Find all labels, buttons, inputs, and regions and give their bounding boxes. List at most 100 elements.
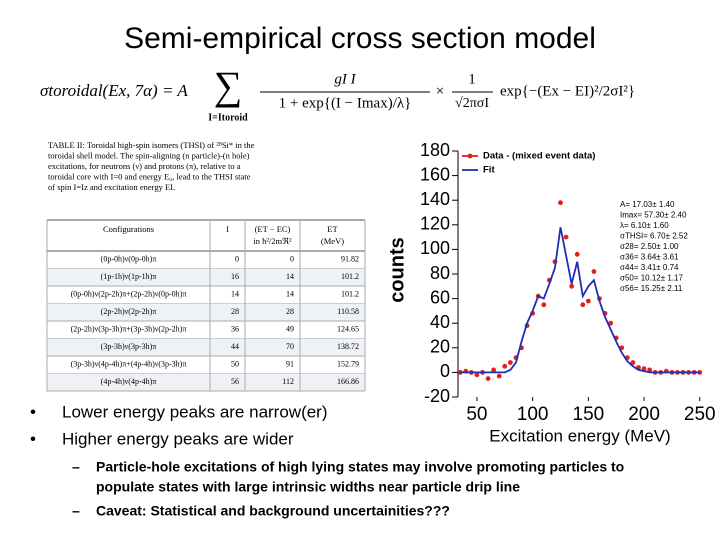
table-caption: TABLE II: Toroidal high-spin isomers (TH… (48, 140, 255, 150)
sub-bullet: Caveat: Statistical and background uncer… (96, 503, 450, 519)
formula-frac2-num: 1 (468, 71, 476, 87)
table-header: (MeV) (321, 236, 344, 246)
formula-sum: ∑ (214, 63, 243, 108)
y-tick-label: 160 (420, 164, 450, 184)
table-cell: 44 (231, 342, 239, 351)
data-point (485, 376, 491, 381)
table-cell: (3p-3h)ν(4p-4h)π+(4p-4h)ν(3p-3h)π (71, 360, 187, 369)
data-point (608, 320, 614, 326)
table-cell: 91 (286, 360, 294, 369)
y-tick-label: 120 (420, 214, 450, 234)
data-point (569, 283, 575, 289)
table-cell: 28 (231, 307, 239, 316)
table-cell: 101.2 (341, 290, 359, 299)
data-point (641, 366, 647, 372)
table-cell: (0p-0h)ν(2p-2h)π+(2p-2h)ν(0p-0h)π (71, 290, 187, 299)
table-header: ET (327, 224, 338, 234)
y-tick-label: 20 (430, 337, 450, 357)
table-row-shade (47, 268, 365, 286)
data-point (474, 372, 480, 378)
data-point (496, 373, 502, 379)
slide-title: Semi-empirical cross section model (124, 22, 596, 55)
legend-label: Fit (483, 165, 495, 176)
sub-bullet: populate states with large intrinsic wid… (96, 479, 520, 495)
table-cell: 110.58 (337, 307, 359, 316)
table-header: I (226, 224, 229, 234)
table-caption: toroidal shell model. The spin-aligning … (48, 150, 250, 160)
table-cell: 0 (290, 255, 294, 264)
data-point (502, 363, 508, 369)
data-point (580, 302, 586, 308)
y-tick-label: 40 (430, 312, 450, 332)
data-point (591, 269, 597, 274)
formula-frac1-num: gI I (334, 71, 356, 87)
table-cell: 70 (286, 342, 294, 351)
x-tick-label: 150 (573, 404, 605, 425)
y-axis-label: counts (386, 237, 408, 303)
sub-bullet: Particle-hole excitations of high lying … (96, 459, 624, 475)
table-cell: 101.2 (341, 272, 359, 281)
fit-parameter: A= 17.03± 1.40 (620, 200, 675, 209)
legend-label: Data - (mixed event data) (483, 151, 595, 162)
table-header: (ET − EC) (255, 224, 291, 234)
data-point (630, 360, 636, 365)
table-cell: 14 (286, 290, 294, 299)
table-cell: 49 (286, 325, 294, 334)
fit-parameter: σ50= 10.12± 1.17 (620, 274, 683, 283)
y-tick-label: 140 (420, 189, 450, 209)
legend-swatch (467, 153, 473, 159)
bullet-marker: – (72, 503, 80, 519)
table-row-shade (47, 338, 365, 356)
x-axis-label: Excitation energy (MeV) (489, 426, 670, 445)
bullet: Lower energy peaks are narrow(er) (62, 402, 328, 421)
bullet-marker: – (72, 459, 80, 475)
fit-parameter: σ44= 3.41± 0.74 (620, 263, 679, 272)
fit-parameter: σTHSI= 6.70± 2.52 (620, 232, 688, 241)
table-cell: 91.82 (341, 255, 359, 264)
table-header: Configurations (103, 224, 154, 234)
fit-parameter: Imax= 57.30± 2.40 (620, 211, 687, 220)
table-cell: (0p-0h)ν(0p-0h)π (101, 255, 157, 264)
table-cell: 0 (235, 255, 239, 264)
data-point (491, 367, 497, 373)
table-cell: 14 (286, 272, 294, 281)
bullet-marker: • (30, 402, 36, 421)
table-caption: excitations, for neutrons (ν) and proton… (48, 161, 241, 171)
data-point (574, 251, 580, 257)
table-cell: 138.72 (337, 342, 359, 351)
table-cell: (2p-2h)ν(2p-2h)π (101, 307, 157, 316)
table-cell: 28 (286, 307, 294, 316)
data-point (558, 200, 563, 206)
table-cell: 50 (231, 360, 239, 369)
table-cell: 112 (282, 377, 294, 386)
fit-line (460, 227, 700, 374)
table-cell: (3p-3h)ν(3p-3h)π (101, 342, 157, 351)
table-cell: 14 (231, 290, 239, 299)
table-row-shade (47, 373, 365, 391)
data-point (507, 360, 513, 365)
table-cell: 56 (231, 377, 239, 386)
table-cell: 124.65 (337, 325, 359, 334)
table-cell: (4p-4h)ν(4p-4h)π (101, 377, 157, 386)
formula-exp: exp{−(Ex − EI)²/2σI²} (500, 83, 635, 99)
data-point (647, 367, 653, 373)
table-caption: toroidal core with I=0 and energy E₀, le… (48, 171, 251, 181)
x-tick-label: 100 (517, 404, 549, 425)
fit-parameter: λ= 6.10± 1.60 (620, 221, 669, 230)
formula-times: × (436, 83, 444, 99)
y-tick-label: 80 (430, 263, 450, 283)
bullet: Higher energy peaks are wider (62, 429, 294, 448)
table-cell: 16 (231, 272, 239, 281)
table-cell: (2p-2h)ν(3p-3h)π+(3p-3h)ν(2p-2h)π (71, 325, 187, 334)
formula-lhs: σtoroidal(Ex, 7α) = A (40, 81, 188, 100)
table-caption: of spin I=Iz and excitation energy EI. (48, 182, 175, 192)
table-cell: 36 (231, 325, 239, 334)
formula-frac2-den: √2πσI (455, 96, 489, 111)
table-cell: 152.79 (337, 360, 359, 369)
y-tick-label: 100 (420, 238, 450, 258)
x-tick-label: 200 (628, 404, 660, 425)
fit-parameter: σ56= 15.25± 2.11 (620, 284, 683, 293)
table-row-shade (47, 303, 365, 321)
y-tick-label: 0 (440, 361, 450, 381)
